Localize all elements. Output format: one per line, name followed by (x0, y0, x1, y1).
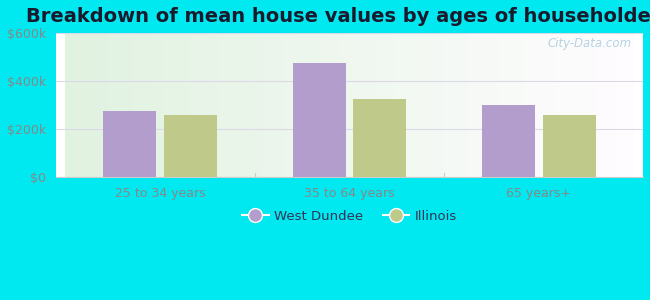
Bar (103, 111, 156, 177)
Bar (543, 115, 595, 177)
Bar (164, 115, 217, 177)
Bar (292, 63, 346, 177)
Text: City-Data.com: City-Data.com (547, 38, 631, 50)
Bar (482, 105, 535, 177)
Bar (353, 99, 406, 177)
Legend: West Dundee, Illinois: West Dundee, Illinois (237, 205, 462, 228)
Title: Breakdown of mean house values by ages of householders: Breakdown of mean house values by ages o… (27, 7, 650, 26)
